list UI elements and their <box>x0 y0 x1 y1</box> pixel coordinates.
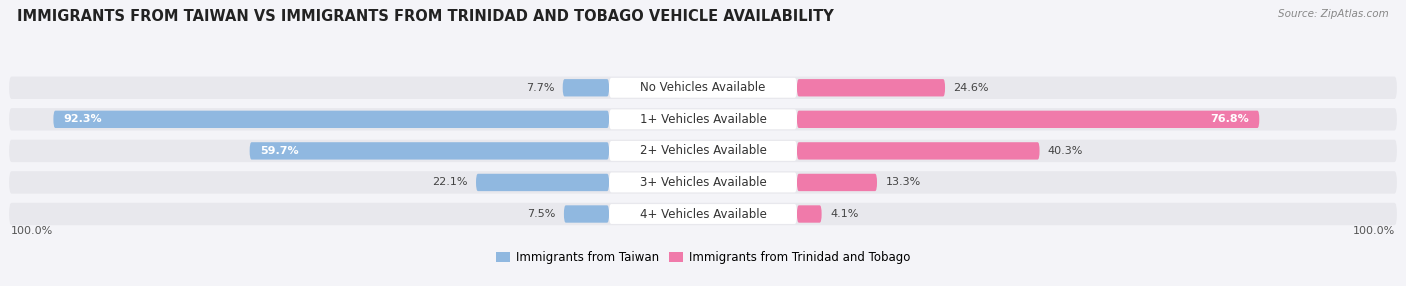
Text: 22.1%: 22.1% <box>432 177 468 187</box>
FancyBboxPatch shape <box>797 142 1039 160</box>
FancyBboxPatch shape <box>8 108 1398 130</box>
Text: 13.3%: 13.3% <box>886 177 921 187</box>
FancyBboxPatch shape <box>797 111 1260 128</box>
FancyBboxPatch shape <box>797 205 821 223</box>
FancyBboxPatch shape <box>250 142 609 160</box>
FancyBboxPatch shape <box>609 141 797 161</box>
FancyBboxPatch shape <box>8 171 1398 194</box>
FancyBboxPatch shape <box>609 109 797 129</box>
Legend: Immigrants from Taiwan, Immigrants from Trinidad and Tobago: Immigrants from Taiwan, Immigrants from … <box>491 247 915 269</box>
Text: 4.1%: 4.1% <box>830 209 859 219</box>
FancyBboxPatch shape <box>564 205 609 223</box>
Text: 24.6%: 24.6% <box>953 83 988 93</box>
Text: 59.7%: 59.7% <box>260 146 298 156</box>
Text: 40.3%: 40.3% <box>1047 146 1083 156</box>
FancyBboxPatch shape <box>8 140 1398 162</box>
Text: 7.5%: 7.5% <box>527 209 555 219</box>
FancyBboxPatch shape <box>562 79 609 96</box>
Text: Source: ZipAtlas.com: Source: ZipAtlas.com <box>1278 9 1389 19</box>
Text: 100.0%: 100.0% <box>10 226 53 236</box>
Text: IMMIGRANTS FROM TAIWAN VS IMMIGRANTS FROM TRINIDAD AND TOBAGO VEHICLE AVAILABILI: IMMIGRANTS FROM TAIWAN VS IMMIGRANTS FRO… <box>17 9 834 23</box>
FancyBboxPatch shape <box>797 79 945 96</box>
Text: No Vehicles Available: No Vehicles Available <box>640 81 766 94</box>
FancyBboxPatch shape <box>53 111 609 128</box>
FancyBboxPatch shape <box>477 174 609 191</box>
FancyBboxPatch shape <box>609 172 797 192</box>
FancyBboxPatch shape <box>609 78 797 98</box>
Text: 4+ Vehicles Available: 4+ Vehicles Available <box>640 208 766 221</box>
Text: 3+ Vehicles Available: 3+ Vehicles Available <box>640 176 766 189</box>
FancyBboxPatch shape <box>8 203 1398 225</box>
FancyBboxPatch shape <box>797 174 877 191</box>
Text: 7.7%: 7.7% <box>526 83 554 93</box>
Text: 100.0%: 100.0% <box>1353 226 1396 236</box>
Text: 92.3%: 92.3% <box>63 114 103 124</box>
FancyBboxPatch shape <box>609 204 797 224</box>
FancyBboxPatch shape <box>8 77 1398 99</box>
Text: 2+ Vehicles Available: 2+ Vehicles Available <box>640 144 766 157</box>
Text: 76.8%: 76.8% <box>1211 114 1249 124</box>
Text: 1+ Vehicles Available: 1+ Vehicles Available <box>640 113 766 126</box>
